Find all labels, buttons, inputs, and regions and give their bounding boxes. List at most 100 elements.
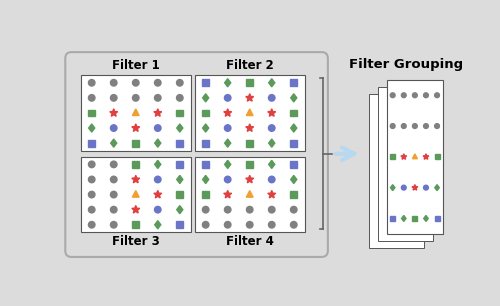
- Bar: [194, 75, 305, 151]
- Polygon shape: [224, 160, 230, 169]
- Circle shape: [202, 207, 209, 213]
- Bar: [434, 154, 440, 159]
- Bar: [176, 140, 183, 147]
- Bar: [88, 110, 95, 116]
- Text: Filter 4: Filter 4: [226, 235, 274, 248]
- Polygon shape: [290, 124, 297, 132]
- Circle shape: [110, 95, 117, 101]
- Bar: [176, 110, 183, 116]
- Polygon shape: [132, 191, 139, 197]
- Circle shape: [246, 222, 253, 228]
- Bar: [132, 161, 139, 168]
- Polygon shape: [154, 221, 161, 229]
- Circle shape: [402, 185, 406, 190]
- Polygon shape: [423, 154, 429, 159]
- Polygon shape: [412, 185, 418, 190]
- Polygon shape: [132, 175, 140, 183]
- Bar: [176, 161, 183, 168]
- Bar: [290, 161, 297, 168]
- Polygon shape: [246, 191, 253, 197]
- Bar: [202, 79, 209, 86]
- Circle shape: [110, 191, 117, 198]
- Circle shape: [402, 93, 406, 98]
- Polygon shape: [110, 139, 117, 147]
- Circle shape: [88, 176, 95, 183]
- Circle shape: [290, 222, 297, 228]
- Circle shape: [176, 95, 183, 101]
- Polygon shape: [268, 139, 275, 147]
- Polygon shape: [402, 215, 406, 222]
- Circle shape: [154, 176, 161, 183]
- Bar: [387, 80, 442, 234]
- Circle shape: [268, 125, 275, 131]
- Bar: [290, 140, 297, 147]
- Bar: [412, 216, 418, 221]
- Circle shape: [110, 207, 117, 213]
- Polygon shape: [435, 185, 440, 191]
- Bar: [132, 221, 139, 228]
- Circle shape: [424, 93, 428, 98]
- Circle shape: [224, 222, 231, 228]
- Polygon shape: [132, 124, 140, 131]
- Polygon shape: [246, 109, 253, 116]
- Circle shape: [88, 161, 95, 168]
- Bar: [80, 75, 191, 151]
- Polygon shape: [268, 190, 276, 198]
- Polygon shape: [290, 94, 297, 102]
- Circle shape: [110, 176, 117, 183]
- Circle shape: [434, 93, 440, 98]
- Polygon shape: [268, 160, 275, 169]
- Circle shape: [202, 222, 209, 228]
- Circle shape: [110, 161, 117, 168]
- Polygon shape: [176, 175, 183, 184]
- Polygon shape: [154, 109, 162, 116]
- Bar: [202, 161, 209, 168]
- Polygon shape: [132, 206, 140, 213]
- Circle shape: [246, 207, 253, 213]
- Circle shape: [412, 124, 418, 129]
- Polygon shape: [224, 139, 230, 147]
- Polygon shape: [268, 109, 276, 116]
- Polygon shape: [202, 124, 208, 132]
- FancyBboxPatch shape: [66, 52, 328, 257]
- Circle shape: [110, 125, 117, 131]
- Circle shape: [154, 125, 161, 131]
- Polygon shape: [424, 215, 428, 222]
- Circle shape: [268, 176, 275, 183]
- Bar: [176, 191, 183, 198]
- Bar: [80, 157, 191, 232]
- Polygon shape: [154, 160, 161, 169]
- Circle shape: [268, 95, 275, 101]
- Polygon shape: [401, 154, 406, 159]
- Polygon shape: [290, 175, 297, 184]
- Text: Filter Grouping: Filter Grouping: [348, 58, 463, 71]
- Circle shape: [268, 207, 275, 213]
- Circle shape: [110, 222, 117, 228]
- Polygon shape: [268, 79, 275, 87]
- Circle shape: [88, 207, 95, 213]
- Polygon shape: [246, 94, 254, 101]
- Circle shape: [224, 207, 231, 213]
- Circle shape: [154, 80, 161, 86]
- Bar: [246, 79, 253, 86]
- Bar: [290, 191, 297, 198]
- Bar: [290, 79, 297, 86]
- Circle shape: [390, 124, 395, 129]
- Polygon shape: [224, 190, 232, 198]
- Circle shape: [224, 176, 231, 183]
- Polygon shape: [154, 190, 162, 198]
- Bar: [246, 140, 253, 147]
- Circle shape: [110, 80, 117, 86]
- Bar: [378, 87, 434, 241]
- Bar: [434, 216, 440, 221]
- Bar: [202, 140, 209, 147]
- Circle shape: [402, 124, 406, 129]
- Bar: [290, 110, 297, 116]
- Circle shape: [434, 124, 440, 129]
- Circle shape: [424, 185, 428, 190]
- Circle shape: [132, 80, 139, 86]
- Circle shape: [268, 222, 275, 228]
- Bar: [202, 191, 209, 198]
- Bar: [368, 94, 424, 248]
- Polygon shape: [202, 94, 208, 102]
